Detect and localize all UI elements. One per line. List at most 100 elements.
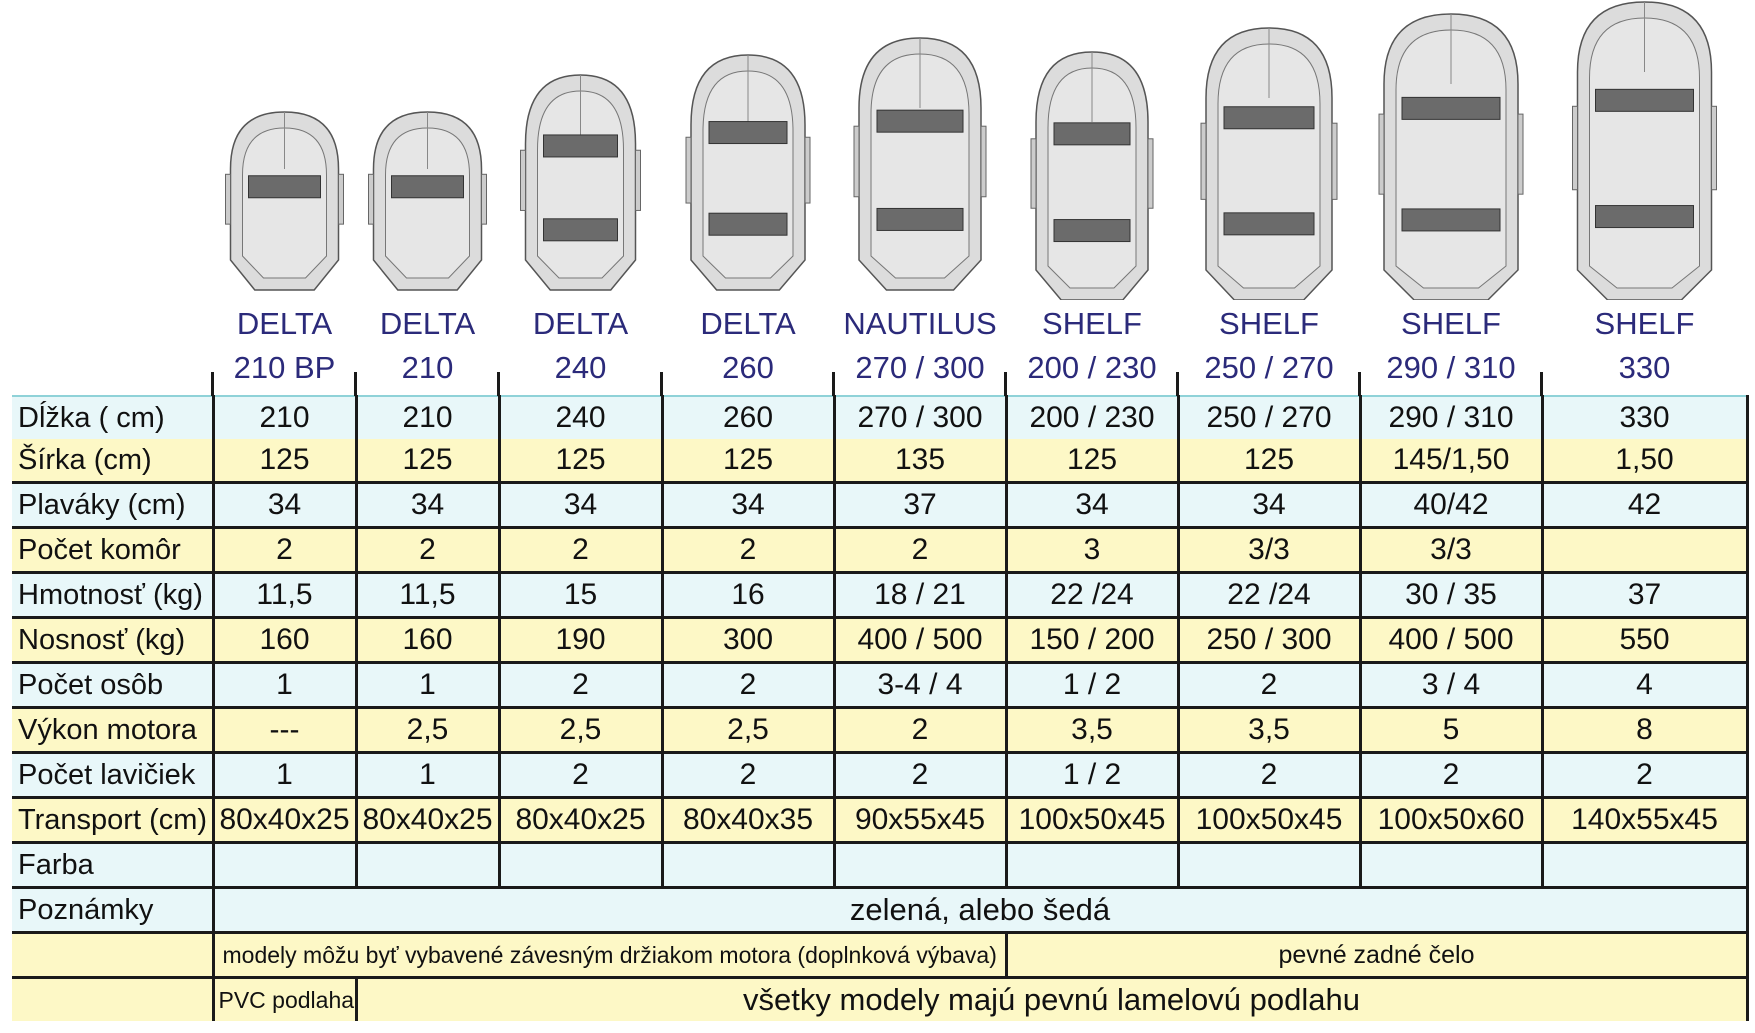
spec-cell: 125 [1006, 439, 1180, 483]
boat-seat-icon [708, 121, 788, 145]
spec-cell: 37 [834, 482, 1008, 528]
spec-cell: 90x55x45 [834, 797, 1008, 843]
row-label: Počet komôr [12, 527, 215, 573]
row-label: Výkon motora [12, 707, 215, 753]
boat-seat-icon [1053, 219, 1131, 243]
row-label [12, 977, 215, 1021]
spec-cell: 210 [356, 395, 501, 439]
spec-row: Dĺžka ( cm) 210 210 240 260 270 / 300 200 / 23… [12, 395, 1749, 439]
oar-right-icon [1331, 122, 1338, 200]
spec-cell: 125 [662, 439, 836, 483]
header-divider [832, 372, 835, 396]
row-label: Počet osôb [12, 662, 215, 708]
spec-row: Výkon motora --- 2,5 2,5 2,5 2 3,5 3,5 5 8 [12, 707, 1749, 753]
spec-cell: 2 [499, 752, 664, 798]
spec-cell: 2 [213, 527, 358, 573]
spec-row: Šírka (cm) 125 125 125 125 135 125 125 145/1,50 1… [12, 439, 1749, 483]
spec-cell: 550 [1542, 617, 1749, 663]
model-name: SHELF 290 / 310 [1356, 302, 1546, 390]
spec-cell: 160 [356, 617, 501, 663]
spec-cell: 34 [1006, 482, 1180, 528]
spec-cell: 400 / 500 [1360, 617, 1544, 663]
spec-cell: 34 [356, 482, 501, 528]
spec-cell [834, 842, 1008, 888]
spec-cell [1360, 842, 1544, 888]
spec-cell: 250 / 300 [1178, 617, 1362, 663]
spec-cell: 2 [1542, 752, 1749, 798]
spec-cell: PVC podlaha [213, 977, 358, 1021]
spec-cell: 80x40x25 [213, 797, 358, 843]
spec-cell: 2 [834, 752, 1008, 798]
boat-seat-icon [1401, 96, 1501, 120]
spec-cell [1006, 842, 1180, 888]
spec-cell: 210 [213, 395, 358, 439]
oar-right-icon [1711, 105, 1717, 191]
row-label: Dĺžka ( cm) [12, 395, 215, 439]
model-name-line2: 210 [401, 350, 454, 385]
model-name-line2: 260 [722, 350, 774, 385]
boat-seat-icon [1053, 122, 1131, 146]
boat-illustrations [225, 1, 1717, 300]
oar-right-icon [1517, 113, 1524, 195]
spec-cell: 18 / 21 [834, 572, 1008, 618]
oar-right-icon [481, 173, 487, 225]
spec-cell: 2 [356, 527, 501, 573]
model-name-line1: NAUTILUS [843, 306, 997, 341]
spec-cell: 3-4 / 4 [834, 662, 1008, 708]
boat-seat-icon [1595, 88, 1694, 112]
model-name: SHELF 250 / 270 [1174, 302, 1364, 390]
spec-cell: 34 [662, 482, 836, 528]
header-divider [1540, 372, 1543, 396]
spec-cell: 3,5 [1178, 707, 1362, 753]
model-name-line2: 210 BP [233, 350, 336, 385]
row-label: Nosnosť (kg) [12, 617, 215, 663]
spec-cell: 3/3 [1178, 527, 1362, 573]
spec-cell: 40/42 [1360, 482, 1544, 528]
model-name-line1: SHELF [1042, 306, 1142, 341]
spec-cell: 290 / 310 [1360, 395, 1544, 439]
oar-right-icon [804, 136, 811, 204]
model-name: SHELF 330 [1550, 302, 1740, 390]
spec-cell: 125 [356, 439, 501, 483]
spec-row: Plaváky (cm) 34 34 34 34 37 34 34 40/42 42 [12, 482, 1749, 528]
spec-cell: 3 [1006, 527, 1180, 573]
spec-cell [499, 842, 664, 888]
spec-cell: 2 [662, 752, 836, 798]
spec-cell: 2 [1178, 752, 1362, 798]
spec-cell: 8 [1542, 707, 1749, 753]
spec-cell: 22 /24 [1006, 572, 1180, 618]
spec-row: Hmotnosť (kg) 11,5 11,5 15 16 18 / 21 22 /24 22… [12, 572, 1749, 618]
spec-cell: 125 [499, 439, 664, 483]
spec-cell: 2,5 [356, 707, 501, 753]
spec-table: Dĺžka ( cm) 210 210 240 260 270 / 300 200 / 23… [12, 395, 1749, 1021]
row-label: Transport (cm) [12, 797, 215, 843]
model-name-line1: DELTA [700, 306, 796, 341]
model-name: NAUTILUS 270 / 300 [825, 302, 1015, 390]
model-name-line2: 200 / 230 [1027, 350, 1157, 385]
model-name-line1: SHELF [1401, 306, 1501, 341]
model-name-line1: DELTA [379, 306, 476, 341]
model-name-line2: 240 [554, 350, 607, 385]
oar-left-icon [685, 136, 692, 204]
boat-floor-icon [242, 127, 327, 279]
spec-cell: 135 [834, 439, 1008, 483]
spec-cell: 2,5 [662, 707, 836, 753]
spec-cell: 330 [1542, 395, 1749, 439]
spec-cell: 2 [662, 527, 836, 573]
model-name: DELTA 210 [333, 302, 523, 390]
row-label [12, 932, 215, 978]
spec-cell: 34 [213, 482, 358, 528]
oar-left-icon [853, 125, 860, 198]
oar-right-icon [1147, 138, 1154, 209]
spec-cell: 2 [834, 707, 1008, 753]
spec-row: Transport (cm) 80x40x25 80x40x25 80x40x25 80… [12, 797, 1749, 843]
model-name-line2: 290 / 310 [1386, 350, 1516, 385]
row-label: Plaváky (cm) [12, 482, 215, 528]
model-name-line2: 330 [1618, 350, 1671, 385]
spec-cell: 190 [499, 617, 664, 663]
row-label: Hmotnosť (kg) [12, 572, 215, 618]
oar-left-icon [368, 173, 374, 225]
spec-cell [356, 842, 501, 888]
spec-cell: 2 [499, 527, 664, 573]
